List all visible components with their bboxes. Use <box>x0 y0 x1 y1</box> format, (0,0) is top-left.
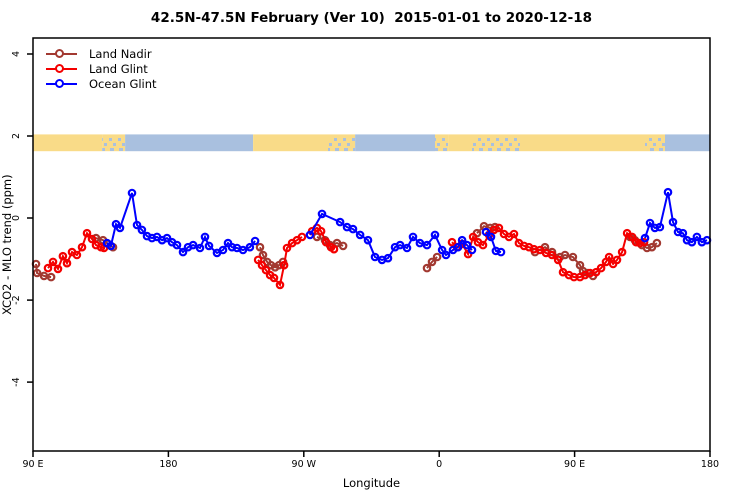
series-ocean-glint <box>102 187 712 265</box>
legend: Land Nadir Land Glint Ocean Glint <box>46 46 157 91</box>
svg-text:2: 2 <box>11 133 22 139</box>
svg-text:90 E: 90 E <box>22 459 43 470</box>
x-axis-ticks: 90 E 180 90 W 0 90 E 180 <box>22 451 719 470</box>
map-band-segment-ocean <box>355 134 435 152</box>
map-band-segment-mix <box>102 134 126 152</box>
svg-text:-2: -2 <box>11 295 22 304</box>
map-band-segment-ocean <box>665 134 710 152</box>
legend-label-land-nadir: Land Nadir <box>89 46 152 61</box>
legend-item-land-nadir: Land Nadir <box>46 46 157 61</box>
legend-label-ocean-glint: Ocean Glint <box>89 76 157 91</box>
legend-marker-ocean-glint <box>46 78 77 88</box>
map-band-segment-mix <box>472 134 520 152</box>
plot-border <box>32 37 711 452</box>
map-band <box>33 134 710 152</box>
svg-text:90 E: 90 E <box>564 459 585 470</box>
map-band-segment-land <box>448 134 472 152</box>
map-band-segment-mix <box>435 134 449 152</box>
map-band-segment-land <box>253 134 328 152</box>
legend-label-land-glint: Land Glint <box>89 61 148 76</box>
svg-text:0: 0 <box>436 459 442 470</box>
y-axis-label: XCO2 - MLO trend (ppm) <box>0 174 14 315</box>
chart-title: 42.5N-47.5N February (Ver 10) 2015-01-01… <box>150 10 593 26</box>
legend-item-ocean-glint: Ocean Glint <box>46 76 157 91</box>
svg-text:180: 180 <box>159 459 177 470</box>
legend-item-land-glint: Land Glint <box>46 61 157 76</box>
y-axis-ticks: -4 -2 0 2 4 <box>11 51 33 387</box>
map-band-segment-mix <box>328 134 356 152</box>
svg-text:90 W: 90 W <box>292 459 317 470</box>
legend-marker-land-nadir <box>46 48 77 58</box>
map-band-segment-mix <box>645 134 665 152</box>
svg-text:0: 0 <box>11 215 22 221</box>
svg-text:180: 180 <box>701 459 719 470</box>
svg-text:-4: -4 <box>11 377 22 386</box>
svg-text:4: 4 <box>11 51 22 57</box>
series-land-glint <box>43 223 649 290</box>
map-band-segment-land <box>520 134 645 152</box>
map-band-segment-land <box>33 134 103 152</box>
map-band-segment-ocean <box>125 134 254 152</box>
legend-marker-land-glint <box>46 63 77 73</box>
x-axis-label: Longitude <box>342 476 401 490</box>
